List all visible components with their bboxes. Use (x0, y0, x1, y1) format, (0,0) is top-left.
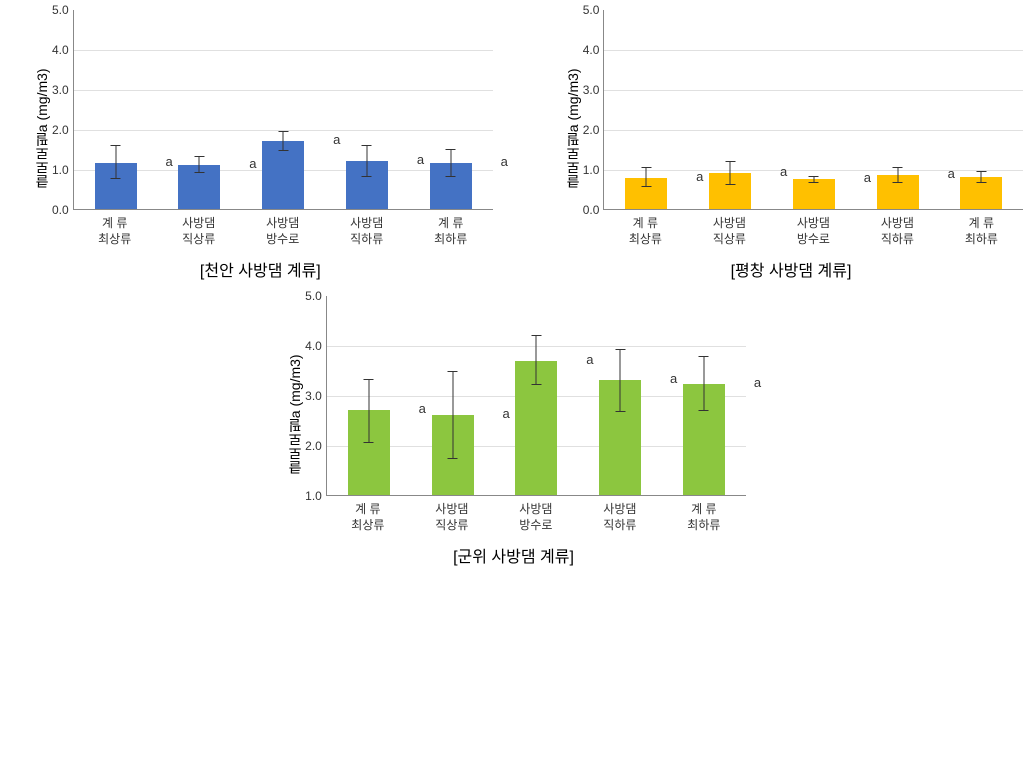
bar-wrap: a (241, 10, 325, 209)
bar-wrap: a (578, 296, 662, 495)
error-bar (536, 335, 537, 385)
x-tick: 사방댐직하류 (855, 216, 939, 247)
chart-title: [평창 사방댐 계류] (731, 257, 852, 281)
bars-container: aaaaa (327, 296, 746, 495)
y-axis: 5.04.03.02.01.0 (305, 296, 326, 496)
bar (793, 179, 835, 209)
bar-wrap: a (327, 296, 411, 495)
chart-gunwi: 클로로필a (mg/m3) 5.04.03.02.01.0 aaaaa 계 류최… (263, 296, 764, 567)
x-tick: 사방댐방수로 (771, 216, 855, 247)
plot-region: aaaaa (73, 10, 493, 210)
error-bar (452, 371, 453, 459)
y-axis: 5.04.03.02.01.00.0 (52, 10, 73, 210)
plot-region: aaaaa (326, 296, 746, 496)
bar-wrap: a (157, 10, 241, 209)
error-bar (620, 349, 621, 412)
y-axis-label: 클로로필a (mg/m3) (559, 10, 583, 247)
bars-container: aaaaa (604, 10, 1023, 209)
chart-title: [천안 사방댐 계류] (200, 257, 321, 281)
chart-cheonan: 클로로필a (mg/m3) 5.04.03.02.01.00.0 aaaaa 계… (10, 10, 511, 281)
error-bar (730, 161, 731, 185)
bar-wrap: a (662, 296, 746, 495)
bar-wrap: a (604, 10, 688, 209)
error-bar (897, 167, 898, 183)
x-tick: 계 류최상류 (326, 502, 410, 533)
bar (262, 141, 304, 209)
significance-label: a (501, 154, 508, 169)
error-bar (366, 145, 367, 177)
x-tick: 사방댐직상류 (157, 216, 241, 247)
x-axis: 계 류최상류사방댐직상류사방댐방수로사방댐직하류계 류최하류 (326, 496, 746, 533)
x-tick: 사방댐직상류 (410, 502, 494, 533)
x-tick: 사방댐직상류 (687, 216, 771, 247)
error-bar (368, 379, 369, 443)
x-axis: 계 류최상류사방댐직상류사방댐방수로사방댐직하류계 류최하류 (603, 210, 1023, 247)
x-tick: 사방댐직하류 (325, 216, 409, 247)
bar-wrap: a (494, 296, 578, 495)
chart-title: [군위 사방댐 계류] (453, 543, 574, 567)
bar-wrap: a (411, 296, 495, 495)
x-tick: 사방댐방수로 (494, 502, 578, 533)
chart-area: 클로로필a (mg/m3) 5.04.03.02.01.00.0 aaaaa 계… (559, 10, 1024, 247)
x-tick: 계 류최상류 (73, 216, 157, 247)
error-bar (199, 156, 200, 173)
plot-region: aaaaa (603, 10, 1023, 210)
error-bar (813, 176, 814, 183)
error-bar (703, 356, 704, 411)
x-tick: 계 류최하류 (939, 216, 1023, 247)
error-bar (981, 171, 982, 183)
significance-label: a (754, 375, 761, 390)
error-bar (646, 167, 647, 187)
chart-pyeongchang: 클로로필a (mg/m3) 5.04.03.02.01.00.0 aaaaa 계… (541, 10, 1027, 281)
y-axis-label: 클로로필a (mg/m3) (28, 10, 52, 247)
error-bar (450, 149, 451, 177)
y-axis-label: 클로로필a (mg/m3) (281, 296, 305, 533)
x-tick: 사방댐방수로 (241, 216, 325, 247)
y-axis: 5.04.03.02.01.00.0 (583, 10, 604, 210)
bar-wrap: a (688, 10, 772, 209)
bar-wrap: a (74, 10, 158, 209)
x-tick: 계 류최하류 (662, 502, 746, 533)
x-tick: 계 류최하류 (409, 216, 493, 247)
bar-wrap: a (409, 10, 493, 209)
error-bar (115, 145, 116, 179)
bar-wrap: a (940, 10, 1024, 209)
chart-area: 클로로필a (mg/m3) 5.04.03.02.01.0 aaaaa 계 류최… (281, 296, 746, 533)
bar-wrap: a (325, 10, 409, 209)
error-bar (283, 131, 284, 151)
bar-wrap: a (856, 10, 940, 209)
bars-container: aaaaa (74, 10, 493, 209)
x-tick: 사방댐직하류 (578, 502, 662, 533)
x-axis: 계 류최상류사방댐직상류사방댐방수로사방댐직하류계 류최하류 (73, 210, 493, 247)
bar-wrap: a (772, 10, 856, 209)
chart-area: 클로로필a (mg/m3) 5.04.03.02.01.00.0 aaaaa 계… (28, 10, 493, 247)
x-tick: 계 류최상류 (603, 216, 687, 247)
